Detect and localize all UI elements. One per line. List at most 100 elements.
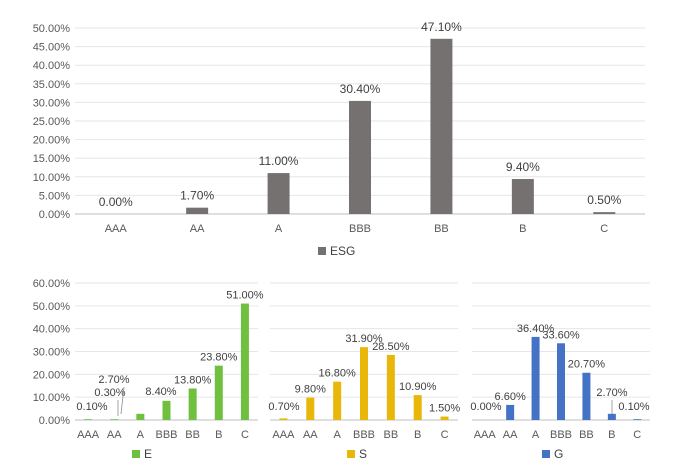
- esg-category-label: A: [275, 223, 283, 235]
- g-data-label: 6.60%: [495, 391, 526, 403]
- e-legend-swatch: [132, 450, 140, 458]
- esg-category-label: AAA: [105, 223, 128, 235]
- e-y-tick-label: 30.00%: [33, 347, 71, 359]
- esg-legend-swatch: [318, 247, 326, 255]
- esg-category-label: BB: [434, 223, 449, 235]
- e-category-label: BB: [185, 429, 200, 441]
- g-legend-swatch: [542, 450, 550, 458]
- g-data-label: 2.70%: [596, 387, 627, 399]
- g-category-label: B: [608, 429, 615, 441]
- s-bar: [386, 354, 395, 420]
- e-bar: [240, 303, 249, 420]
- esg-legend-label: ESG: [330, 244, 355, 258]
- e-y-tick-label: 10.00%: [33, 392, 71, 404]
- s-category-label: B: [414, 429, 421, 441]
- g-bar: [582, 372, 591, 420]
- g-category-label: BB: [579, 429, 594, 441]
- s-data-label: 16.80%: [318, 368, 356, 380]
- g-category-label: A: [532, 429, 540, 441]
- g-data-label: 0.00%: [470, 401, 501, 413]
- e-category-label: C: [241, 429, 249, 441]
- esg-y-tick-label: 20.00%: [33, 135, 71, 147]
- esg-y-tick-label: 0.00%: [39, 209, 70, 221]
- esg-bar: [186, 207, 209, 214]
- s-bar: [279, 418, 288, 420]
- esg-data-label: 47.10%: [421, 20, 462, 34]
- g-bar: [506, 404, 515, 420]
- esg-y-tick-label: 30.00%: [33, 97, 71, 109]
- esg-bar: [430, 38, 453, 215]
- g-data-label: 20.70%: [568, 359, 606, 371]
- g-data-label: 36.40%: [517, 323, 555, 335]
- s-category-label: A: [333, 429, 341, 441]
- esg-y-tick-label: 45.00%: [33, 42, 71, 54]
- g-category-label: C: [633, 429, 641, 441]
- e-bar: [110, 419, 119, 420]
- e-bar: [188, 388, 197, 420]
- s-category-label: AAA: [272, 429, 295, 441]
- s-data-label: 31.90%: [345, 333, 383, 345]
- esg-category-label: C: [600, 223, 608, 235]
- e-y-tick-label: 20.00%: [33, 369, 71, 381]
- g-bar: [531, 336, 540, 420]
- esg-category-label: BBB: [349, 223, 371, 235]
- e-data-label: 8.40%: [145, 386, 176, 398]
- g-bar: [633, 419, 642, 420]
- s-bar: [360, 347, 368, 420]
- s-category-label: AA: [303, 429, 318, 441]
- esg-y-tick-label: 40.00%: [33, 60, 71, 72]
- e-category-label: AA: [107, 429, 122, 441]
- esg-data-label: 30.40%: [340, 82, 381, 96]
- s-bar: [306, 397, 315, 420]
- g-data-label: 33.60%: [542, 329, 580, 341]
- esg-data-label: 0.00%: [99, 195, 133, 209]
- s-data-label: 9.80%: [295, 384, 326, 396]
- e-chart: 0.00% 10.00% 20.00% 30.00% 40.00% 50.00% 60.00…: [33, 278, 264, 461]
- esg-y-tick-label: 15.00%: [33, 153, 71, 165]
- s-category-label: C: [441, 429, 449, 441]
- e-y-tick-label: 40.00%: [33, 324, 71, 336]
- s-category-label: BBB: [353, 429, 375, 441]
- e-category-label: A: [137, 429, 145, 441]
- s-category-label: BB: [384, 429, 399, 441]
- e-legend-label: E: [144, 447, 152, 461]
- esg-bar: [349, 100, 371, 214]
- e-data-label: 0.30%: [94, 387, 125, 399]
- s-legend-label: S: [359, 447, 367, 461]
- esg-data-label: 11.00%: [259, 154, 299, 168]
- esg-y-tick-label: 5.00%: [39, 190, 70, 202]
- esg-y-tick-label: 10.00%: [33, 172, 71, 184]
- e-label-leader: [120, 386, 125, 415]
- g-category-label: AAA: [474, 429, 497, 441]
- s-legend-swatch: [347, 450, 355, 458]
- e-bar: [214, 365, 223, 420]
- e-bar: [84, 419, 93, 420]
- e-bar: [162, 400, 171, 420]
- e-category-label: B: [215, 429, 222, 441]
- s-data-label: 1.50%: [429, 403, 460, 415]
- s-data-label: 0.70%: [268, 401, 299, 413]
- esg-data-label: 9.40%: [506, 160, 540, 174]
- s-data-label: 10.90%: [399, 381, 437, 393]
- esg-bar: [511, 179, 534, 214]
- s-chart: AAA 0.70% AA 9.80% A 16.80% BBB 31.90% BB 28.50% B…: [268, 282, 460, 461]
- esg-y-tick-label: 35.00%: [33, 79, 71, 91]
- s-bar: [413, 395, 422, 420]
- e-data-label: 0.10%: [76, 401, 107, 413]
- esg-data-label: 1.70%: [180, 189, 214, 203]
- g-bar: [557, 343, 565, 420]
- esg-bar: [267, 173, 290, 214]
- e-category-label: BBB: [155, 429, 177, 441]
- s-bar: [333, 381, 342, 420]
- esg-y-tick-label: 50.00%: [33, 23, 71, 35]
- g-category-label: BBB: [550, 429, 572, 441]
- s-data-label: 28.50%: [372, 341, 410, 353]
- g-bar: [607, 413, 616, 420]
- e-y-tick-label: 50.00%: [33, 301, 71, 313]
- esg-category-label: B: [519, 223, 526, 235]
- esg-category-label: AA: [190, 223, 205, 235]
- e-y-tick-label: 0.00%: [39, 415, 70, 427]
- g-category-label: AA: [503, 429, 518, 441]
